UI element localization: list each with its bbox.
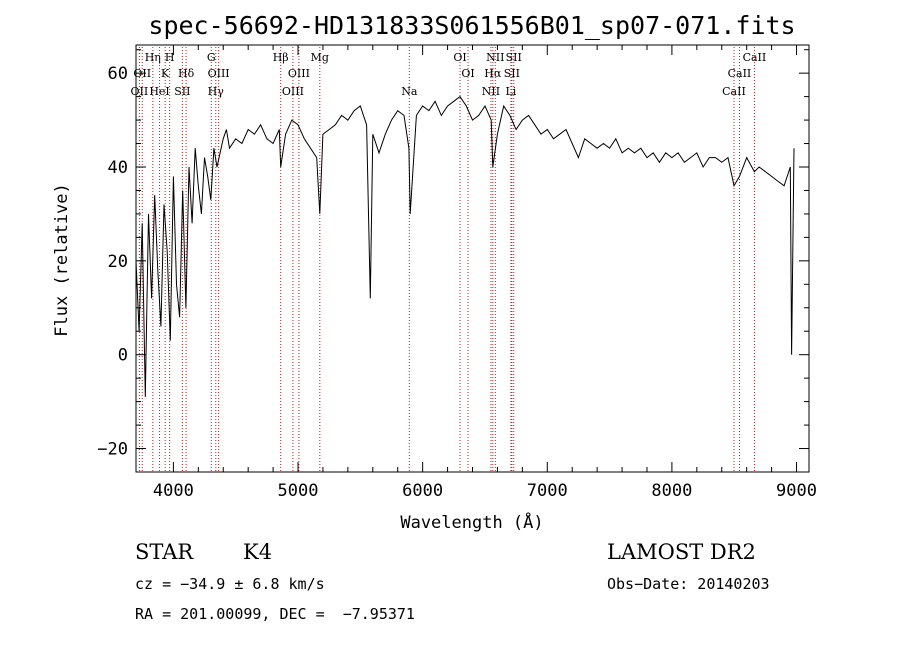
x-axis-label: Wavelength (Å) [400, 511, 543, 533]
line-marker-label-0: OII [131, 85, 149, 98]
chart-title: spec-56692-HD131833S061556B01_sp07-071.f… [148, 11, 795, 40]
x-tick-label: 8000 [651, 481, 692, 501]
line-marker-label-21: Li [505, 85, 516, 98]
y-axis-label: Flux (relative) [52, 183, 72, 337]
line-marker-label-20: NII [486, 51, 504, 64]
y-tick-label: 40 [108, 158, 128, 178]
observation-date: Obs−Date: 20140203 [607, 575, 770, 593]
line-marker-label-25: CaII [728, 67, 752, 80]
x-tick-label: 9000 [776, 481, 817, 501]
line-marker-label-13: OIII [288, 67, 310, 80]
spectrum-series-line [135, 95, 795, 397]
line-marker-label-5: H [165, 51, 175, 64]
y-axis-ticks: −20 0 20 40 60 [97, 49, 809, 473]
line-marker-label-15: Na [401, 85, 418, 98]
object-class: STAR [135, 540, 194, 564]
line-marker-label-26: CaII [743, 51, 767, 64]
coordinates: RA = 201.00099, DEC = −7.95371 [135, 605, 415, 623]
line-marker-label-9: Hγ [208, 85, 225, 98]
plot-frame [135, 44, 810, 473]
x-tick-label: 7000 [527, 481, 568, 501]
line-marker-label-6: SII [174, 85, 190, 98]
line-marker-label-14: Mg [311, 51, 329, 64]
line-marker-label-7: Hδ [178, 67, 195, 80]
line-marker-label-16: OI [453, 51, 466, 64]
y-tick-label: 0 [118, 346, 128, 366]
line-marker-label-19: Hα [484, 67, 502, 80]
line-marker-label-24: CaII [722, 85, 746, 98]
line-marker-label-10: OIII [208, 67, 230, 80]
line-marker-label-8: G [207, 51, 216, 64]
line-marker-label-22: SII [504, 67, 520, 80]
line-marker-label-2: Hη [145, 51, 161, 64]
line-marker-label-4: K [161, 67, 170, 80]
line-marker-label-11: Hβ [273, 51, 289, 64]
y-tick-label: 60 [108, 64, 128, 84]
x-tick-label: 5000 [278, 481, 319, 501]
emission-line-markers [138, 47, 755, 472]
redshift-velocity: cz = −34.9 ± 6.8 km/s [135, 575, 325, 593]
object-subclass: K4 [243, 540, 273, 564]
line-marker-label-18: NII [482, 85, 500, 98]
line-marker-label-12: OIII [282, 85, 304, 98]
line-marker-label-17: OI [461, 67, 474, 80]
survey-name: LAMOST DR2 [607, 540, 756, 564]
emission-line-labels: OIIOIIHηHeIKHSIIHδGHγOIIIHβOIIIOIIIMgNaO… [131, 51, 767, 98]
x-tick-label: 6000 [402, 481, 443, 501]
y-tick-label: −20 [97, 440, 128, 460]
line-marker-label-23: SII [506, 51, 522, 64]
x-axis-ticks: 4000 5000 6000 7000 8000 9000 [153, 45, 817, 501]
line-marker-label-3: HeI [149, 85, 169, 98]
y-tick-label: 20 [108, 252, 128, 272]
x-tick-label: 4000 [153, 481, 194, 501]
